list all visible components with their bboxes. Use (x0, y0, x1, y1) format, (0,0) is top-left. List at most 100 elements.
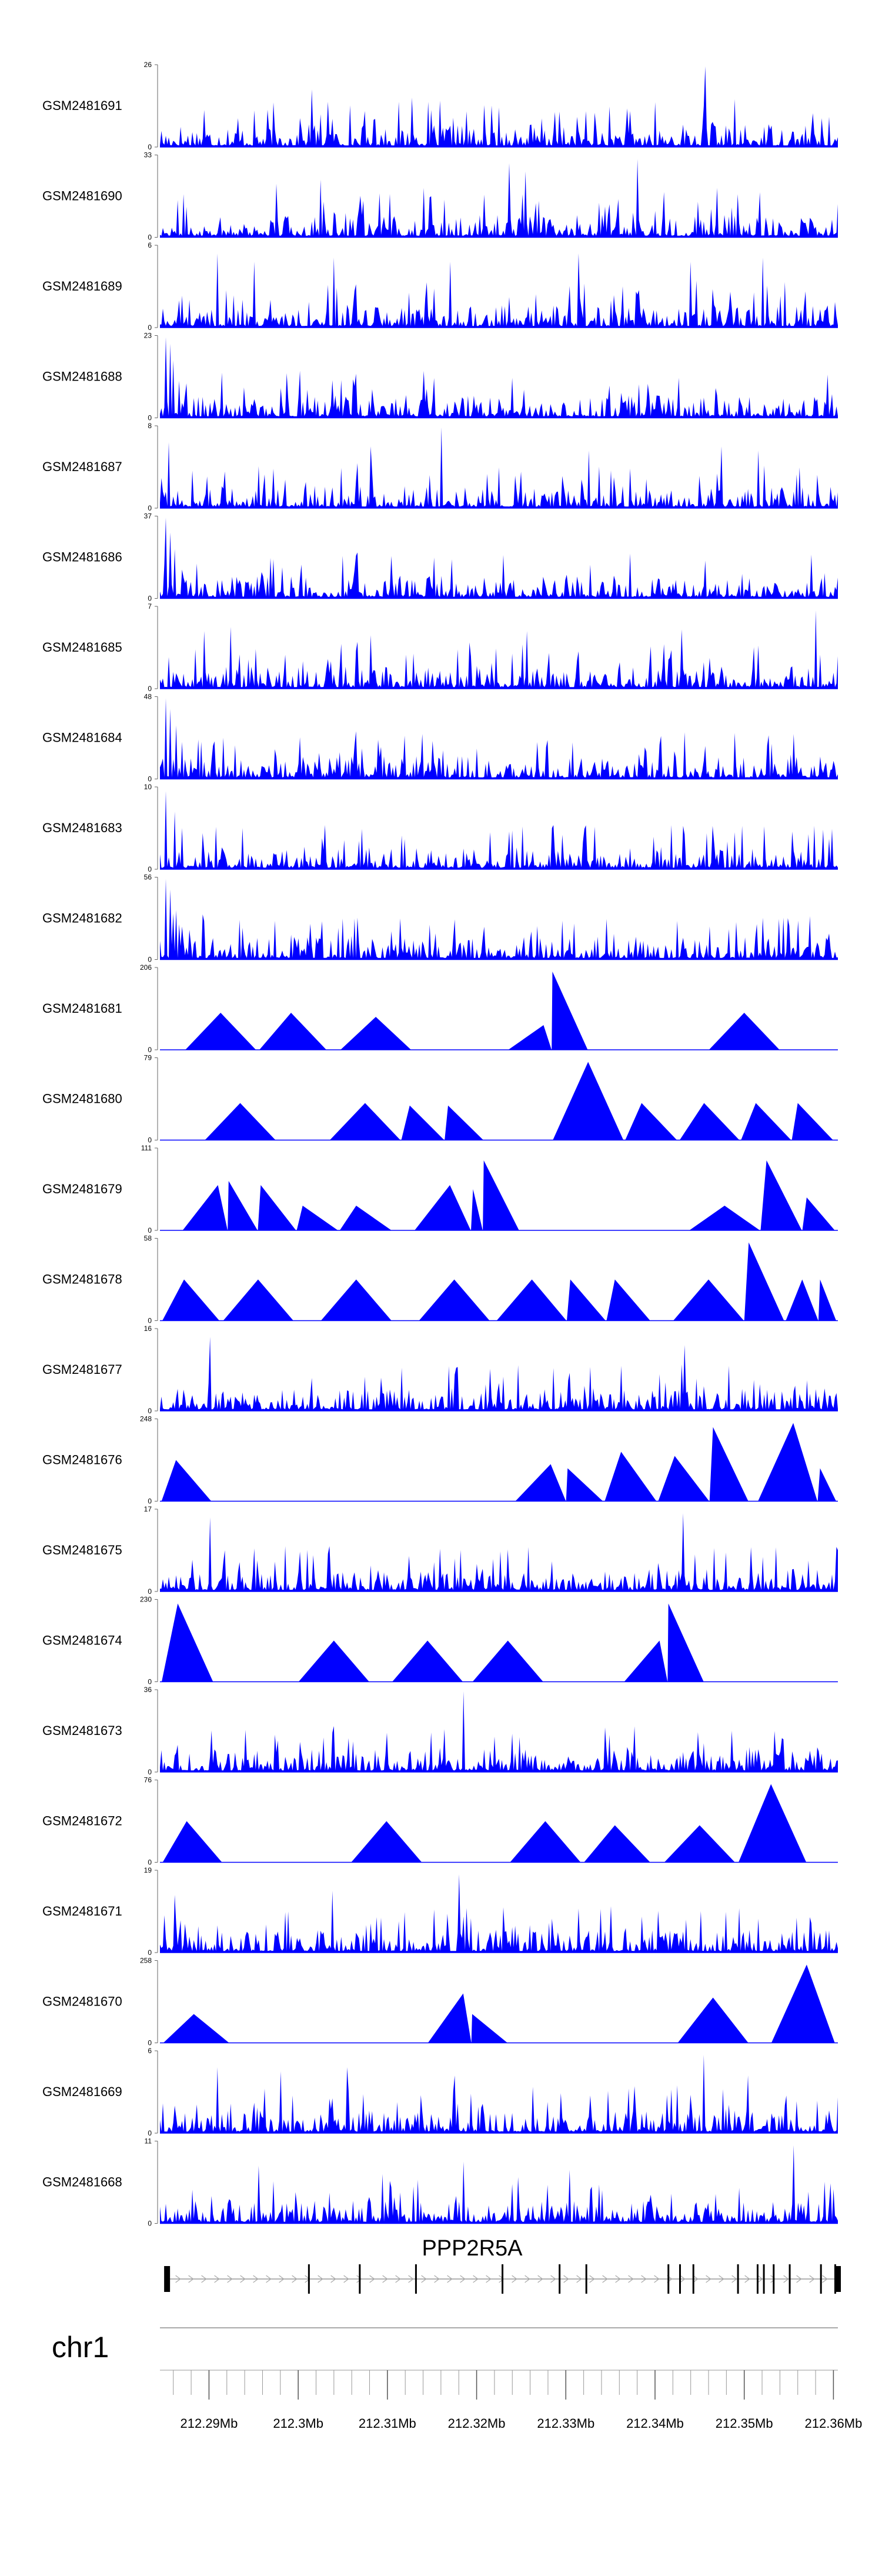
strand-arrow (499, 2275, 505, 2283)
y-min-label: 0 (148, 865, 152, 873)
y-min-label: 0 (148, 233, 152, 242)
strand-arrow (744, 2275, 750, 2283)
strand-arrow (550, 2275, 556, 2283)
strand-arrow (809, 2275, 815, 2283)
coverage-area (160, 610, 838, 689)
track-label: GSM2481686 (42, 550, 122, 565)
y-max-label: 258 (140, 1957, 152, 1965)
track-GSM2481673: GSM2481673 36 0 (42, 1686, 838, 1776)
strand-arrow (434, 2275, 440, 2283)
track-GSM2481683: GSM2481683 10 0 (42, 783, 838, 873)
strand-arrow (421, 2275, 427, 2283)
axis-tick-label: 212.34Mb (626, 2416, 684, 2431)
gene-exon (164, 2266, 171, 2292)
strand-arrow (447, 2275, 453, 2283)
track-GSM2481677: GSM2481677 16 0 (42, 1324, 838, 1415)
strand-arrow (719, 2275, 724, 2283)
strand-arrow (783, 2275, 789, 2283)
y-min-label: 0 (148, 775, 152, 783)
axis-tick-label: 212.3Mb (273, 2416, 323, 2431)
strand-arrow (486, 2275, 492, 2283)
gene-exon (559, 2264, 561, 2294)
track-GSM2481691: GSM2481691 26 0 (42, 61, 838, 151)
coverage-area (160, 1691, 838, 1772)
track-label: GSM2481673 (42, 1723, 122, 1738)
axis-tick-label: 212.29Mb (181, 2416, 238, 2431)
track-label: GSM2481688 (42, 369, 122, 384)
y-max-label: 23 (144, 332, 152, 340)
track-label: GSM2481669 (42, 2084, 122, 2099)
track-GSM2481675: GSM2481675 17 0 (42, 1505, 838, 1596)
strand-arrow (537, 2275, 543, 2283)
y-min-label: 0 (148, 414, 152, 422)
y-min-label: 0 (148, 1226, 152, 1234)
track-label: GSM2481679 (42, 1182, 122, 1196)
track-label: GSM2481676 (42, 1453, 122, 1467)
y-min-label: 0 (148, 1317, 152, 1325)
track-GSM2481686: GSM2481686 37 0 (42, 512, 838, 603)
track-GSM2481681: GSM2481681 206 0 (42, 963, 838, 1054)
strand-arrow (460, 2275, 466, 2283)
y-min-label: 0 (148, 1587, 152, 1596)
y-min-label: 0 (148, 1678, 152, 1686)
track-label: GSM2481681 (42, 1001, 122, 1016)
track-GSM2481676: GSM2481676 248 0 (42, 1415, 838, 1506)
strand-arrow (253, 2275, 259, 2283)
y-max-label: 26 (144, 61, 152, 69)
y-min-label: 0 (148, 504, 152, 512)
axis-tick-label: 212.36Mb (804, 2416, 862, 2431)
coverage-area (160, 791, 838, 869)
strand-arrow (770, 2275, 776, 2283)
y-min-label: 0 (148, 2039, 152, 2047)
coverage-area (160, 1603, 838, 1682)
track-GSM2481671: GSM2481671 19 0 (42, 1866, 838, 1957)
strand-arrow (796, 2275, 802, 2283)
y-min-label: 0 (148, 595, 152, 603)
track-label: GSM2481672 (42, 1814, 122, 1828)
strand-arrow (408, 2275, 414, 2283)
gene-name-label: PPP2R5A (422, 2236, 523, 2261)
y-min-label: 0 (148, 2220, 152, 2228)
track-label: GSM2481680 (42, 1092, 122, 1106)
y-min-label: 0 (148, 1046, 152, 1054)
gene-strand-arrows (175, 2275, 828, 2283)
y-max-label: 7 (148, 602, 152, 610)
strand-arrow (382, 2275, 388, 2283)
coverage-area (160, 1242, 838, 1321)
track-label: GSM2481682 (42, 911, 122, 926)
y-min-label: 0 (148, 1497, 152, 1506)
track-GSM2481689: GSM2481689 6 0 (42, 241, 838, 332)
track-GSM2481670: GSM2481670 258 0 (42, 1957, 838, 2047)
gene-exon (763, 2264, 765, 2294)
coverage-area (160, 253, 838, 328)
strand-arrow (395, 2275, 401, 2283)
y-max-label: 206 (140, 963, 152, 972)
axis-tick-label: 212.31Mb (359, 2416, 416, 2431)
track-label: GSM2481668 (42, 2175, 122, 2190)
gene-exon (835, 2266, 841, 2292)
track-label: GSM2481674 (42, 1633, 122, 1648)
y-max-label: 37 (144, 512, 152, 520)
gene-exon (308, 2264, 310, 2294)
track-label: GSM2481689 (42, 279, 122, 293)
track-GSM2481687: GSM2481687 8 0 (42, 422, 838, 512)
coverage-area (160, 1784, 838, 1863)
track-label: GSM2481671 (42, 1904, 122, 1918)
track-GSM2481668: GSM2481668 11 0 (42, 2137, 838, 2228)
strand-arrow (757, 2275, 763, 2283)
y-max-label: 248 (140, 1415, 152, 1423)
coverage-area (160, 159, 838, 238)
y-max-label: 17 (144, 1505, 152, 1513)
strand-arrow (318, 2275, 323, 2283)
strand-arrow (473, 2275, 479, 2283)
coverage-area (160, 1160, 838, 1230)
track-label: GSM2481684 (42, 730, 122, 745)
strand-arrow (602, 2275, 608, 2283)
coverage-area (160, 972, 838, 1050)
gene-exon (585, 2264, 587, 2294)
coverage-area (160, 66, 838, 147)
chromosome-label: chr1 (52, 2331, 109, 2364)
gene-exon (679, 2264, 681, 2294)
track-GSM2481684: GSM2481684 48 0 (42, 693, 838, 783)
